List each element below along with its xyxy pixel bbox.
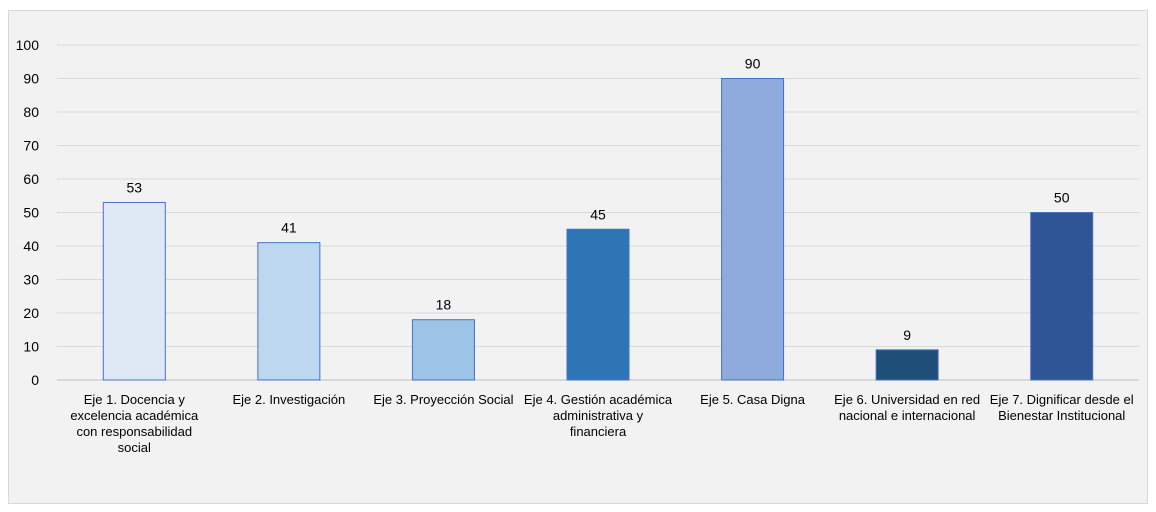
- bar-1: [102, 201, 166, 381]
- bar-2: [257, 242, 321, 381]
- bar-chart: 0 10 20 30 40 50 60 70 80 90 100 53 41 18 45 90 9 50: [16, 37, 1139, 388]
- data-label-6: 9: [903, 327, 911, 343]
- chart-area: 0 10 20 30 40 50 60 70 80 90 100 53 41 18 45 90 9 50 Eje…: [8, 10, 1148, 504]
- y-tick-label: 50: [23, 205, 39, 221]
- x-category-label-6: Eje 6. Universidad en red nacional e int…: [834, 392, 981, 423]
- data-labels: 53 41 18 45 90 9 50: [126, 56, 1069, 343]
- y-tick-label: 40: [23, 238, 39, 254]
- data-label-5: 90: [745, 56, 761, 72]
- y-tick-label: 20: [23, 305, 39, 321]
- y-tick-label: 60: [23, 171, 39, 187]
- bar-7: [1030, 212, 1094, 381]
- x-category-label-2: Eje 2. Investigación: [232, 392, 346, 407]
- data-label-2: 41: [281, 220, 297, 236]
- bar-5: [721, 78, 785, 381]
- data-label-3: 18: [436, 297, 452, 313]
- x-category-label-5: Eje 5. Casa Digna: [700, 392, 805, 407]
- y-tick-label: 0: [31, 372, 39, 388]
- x-category-label-3: Eje 3. Proyección Social: [373, 392, 514, 407]
- data-label-7: 50: [1054, 190, 1070, 206]
- y-tick-label: 80: [23, 104, 39, 120]
- y-tick-label: 30: [23, 272, 39, 288]
- y-tick-label: 100: [16, 37, 40, 53]
- x-category-label-1: Eje 1. Docencia y excelencia académica c…: [70, 392, 199, 455]
- y-tick-label: 10: [23, 339, 39, 355]
- data-label-4: 45: [590, 206, 606, 222]
- data-label-1: 53: [126, 179, 142, 195]
- y-axis-ticks: 0 10 20 30 40 50 60 70 80 90 100: [16, 37, 40, 388]
- bar-3: [411, 319, 475, 381]
- y-tick-label: 70: [23, 138, 39, 154]
- bars: [102, 78, 1094, 381]
- x-category-label-7: Eje 7. Dignificar desde el Bienestar Ins…: [989, 392, 1134, 423]
- bar-4: [566, 228, 630, 381]
- x-category-label-4: Eje 4. Gestión académica administrativa …: [523, 392, 673, 439]
- bar-6: [875, 349, 939, 381]
- y-tick-label: 90: [23, 71, 39, 87]
